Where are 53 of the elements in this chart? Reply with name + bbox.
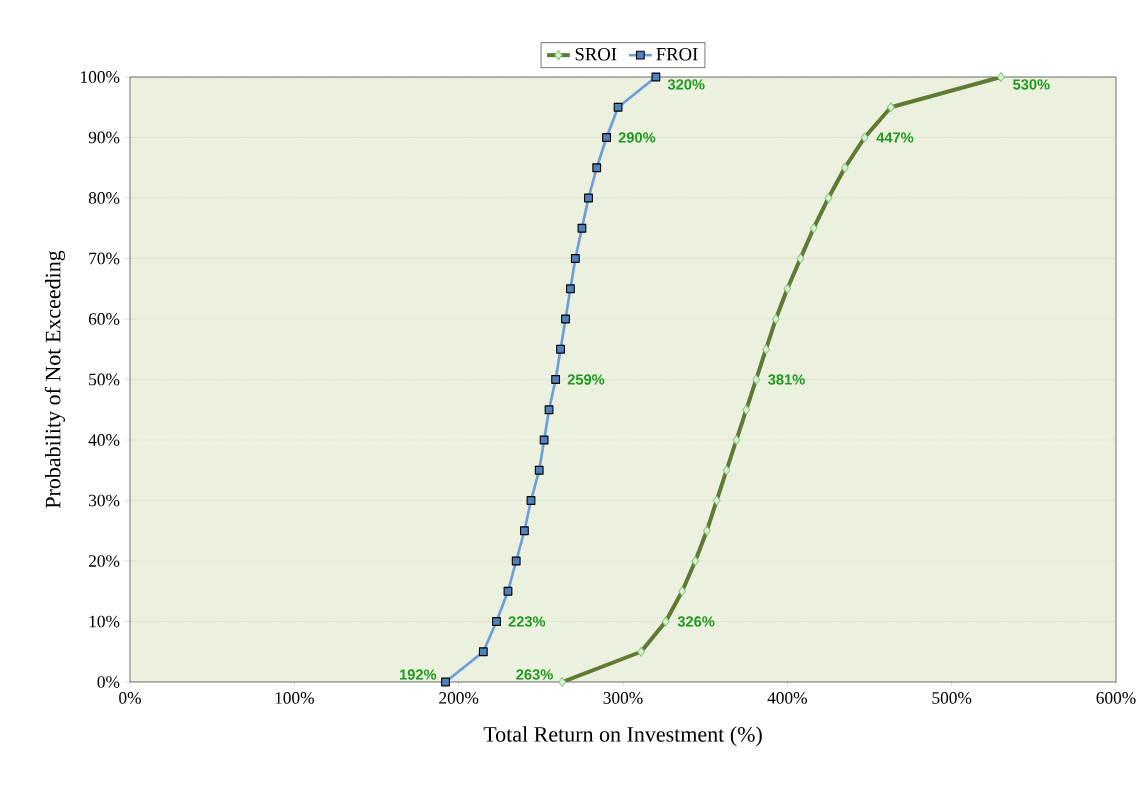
legend-label: FROI — [656, 47, 698, 61]
annotation: 263% — [516, 669, 553, 680]
point — [584, 193, 593, 203]
annotation: 326% — [677, 616, 715, 627]
point — [534, 465, 544, 475]
x-tick-label: 600% — [1096, 692, 1136, 704]
x-tick-label: 0% — [119, 692, 141, 704]
y-axis-title: Probability of Not Exceeding — [44, 250, 66, 509]
point — [577, 223, 587, 233]
y-tick-label: 50% — [89, 373, 120, 386]
point — [570, 254, 580, 263]
point — [526, 496, 536, 505]
annotation: 290% — [618, 132, 656, 143]
y-tick-label: 10% — [89, 615, 120, 628]
point — [492, 617, 501, 626]
annotation: 223% — [508, 616, 546, 627]
point — [613, 102, 623, 112]
point — [503, 586, 513, 596]
y-tick-label: 60% — [88, 313, 120, 325]
point — [544, 405, 554, 415]
y-tick-label: 80% — [88, 192, 120, 204]
legend-label: SROI — [575, 47, 617, 61]
point — [556, 344, 565, 354]
y-tick-label: 30% — [89, 494, 120, 507]
y-tick-label: 20% — [88, 555, 120, 567]
annotation: 447% — [876, 132, 914, 143]
y-tick-label: 40% — [88, 434, 120, 446]
y-tick-label: 0% — [97, 676, 120, 688]
annotation: 192% — [400, 669, 437, 680]
x-tick-label: 200% — [439, 692, 479, 704]
point — [539, 435, 549, 445]
x-axis-title: Total Return on Investment (%) — [483, 726, 762, 747]
point — [561, 314, 570, 324]
x-tick-label: 100% — [275, 692, 314, 704]
y-tick-label: 90% — [88, 131, 120, 144]
point — [551, 375, 561, 384]
x-tick-label: 400% — [767, 692, 807, 704]
annotation: 381% — [768, 374, 805, 385]
point — [520, 526, 529, 536]
annotation: 259% — [567, 374, 605, 385]
annotation: 530% — [1013, 79, 1050, 90]
point — [651, 72, 661, 82]
point — [511, 556, 521, 566]
y-tick-label: 70% — [89, 252, 120, 265]
point — [441, 677, 450, 687]
point — [592, 163, 602, 173]
x-tick-label: 300% — [603, 692, 643, 704]
x-tick-label: 500% — [932, 692, 972, 704]
point — [478, 647, 488, 657]
annotation: 320% — [667, 79, 705, 90]
y-tick-label: 100% — [81, 71, 120, 83]
point — [566, 284, 575, 294]
point — [602, 133, 611, 142]
